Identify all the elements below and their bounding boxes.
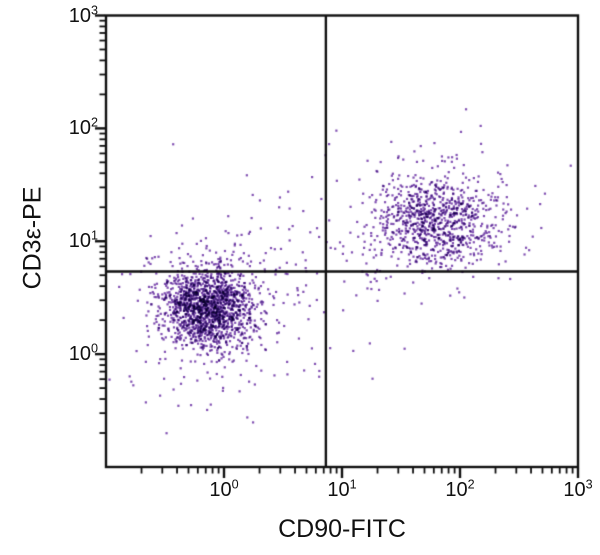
x-tick-label-10e2: 102 (445, 477, 475, 501)
x-tick-label-10e1: 101 (327, 477, 357, 501)
x-axis-title: CD90-FITC (278, 515, 406, 543)
y-tick-label-10e0: 100 (68, 341, 98, 366)
y-tick-label-10e3: 103 (68, 2, 98, 27)
y-tick-label-10e2: 102 (68, 115, 98, 140)
x-tick-label-10e0: 100 (209, 477, 239, 501)
x-tick-label-10e3: 103 (563, 477, 593, 501)
y-tick-label-10e1: 101 (68, 228, 98, 253)
y-axis-title: CD3ε-PE (18, 186, 47, 290)
